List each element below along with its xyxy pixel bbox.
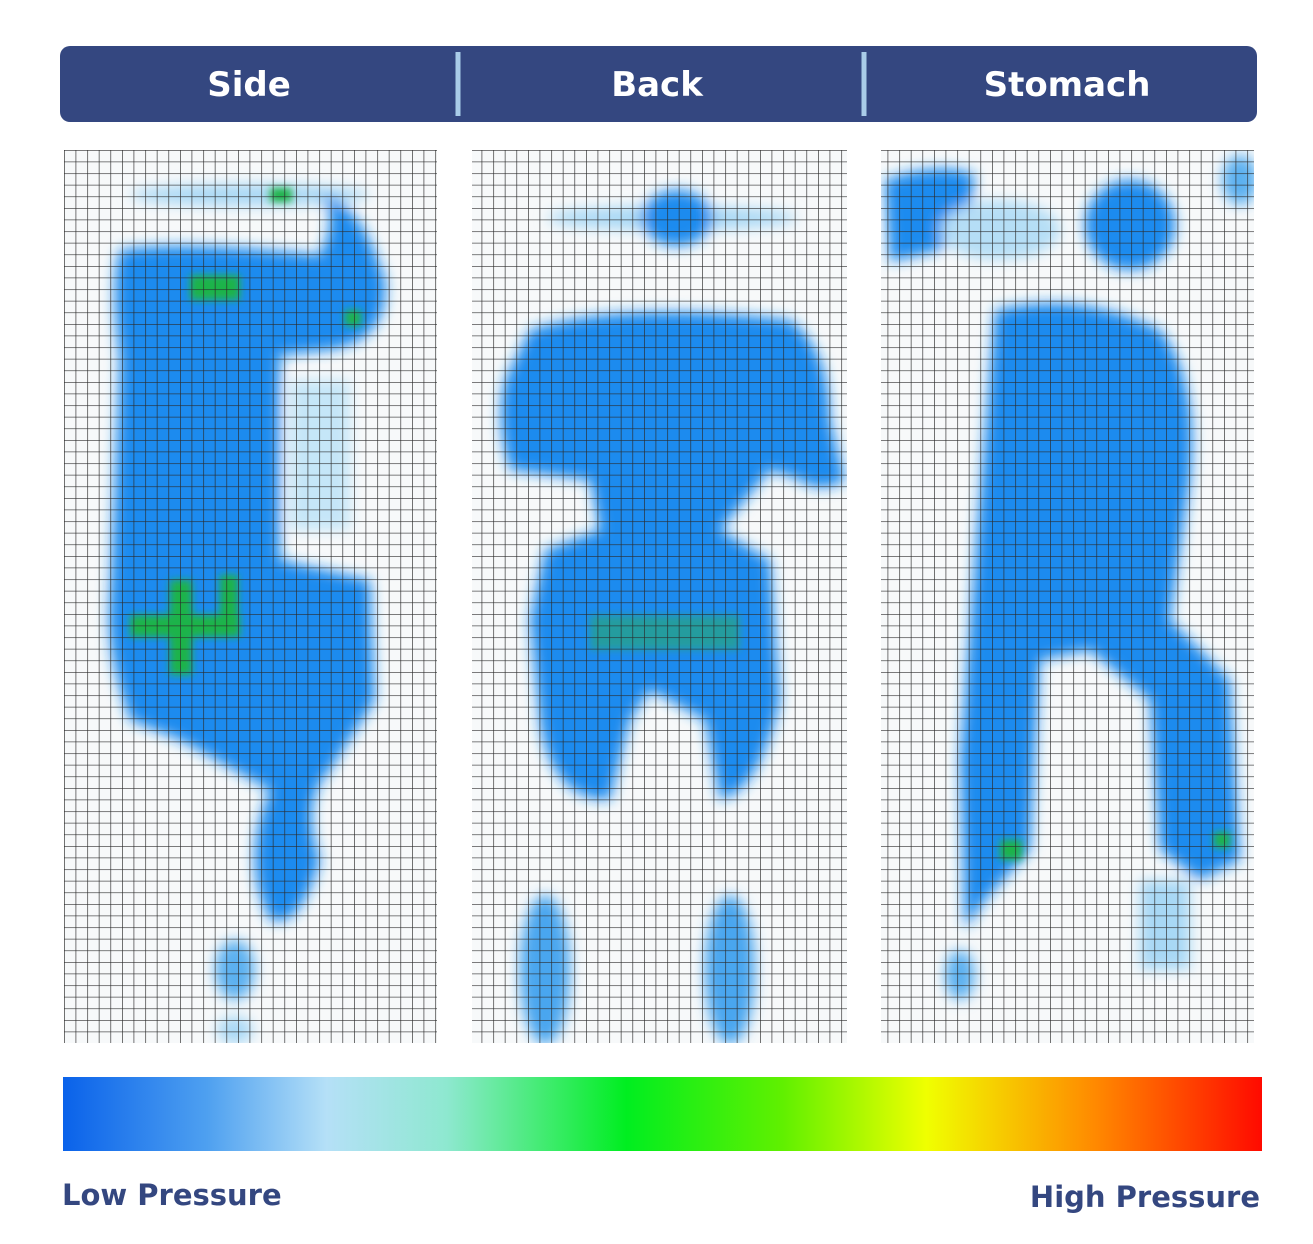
legend-low-label: Low Pressure [62, 1178, 282, 1212]
pressure-color-scale [63, 1077, 1262, 1151]
tab-bar [60, 46, 1257, 122]
stomach-pressure-map [881, 150, 1254, 1043]
tab-label[interactable]: Side [207, 65, 291, 105]
back-pressure-map [472, 150, 847, 1043]
side-pressure-map [64, 150, 437, 1043]
tab-label[interactable]: Back [611, 65, 704, 105]
legend-high-label: High Pressure [1030, 1180, 1260, 1214]
tab-label[interactable]: Stomach [984, 65, 1151, 105]
